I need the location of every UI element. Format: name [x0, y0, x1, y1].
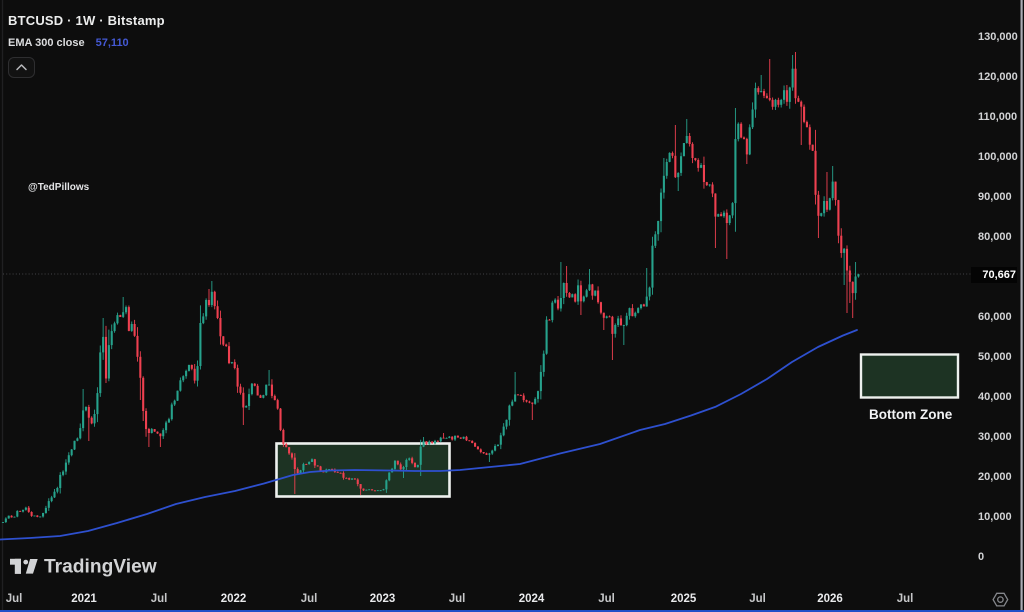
svg-text:TradingView: TradingView	[44, 557, 157, 578]
